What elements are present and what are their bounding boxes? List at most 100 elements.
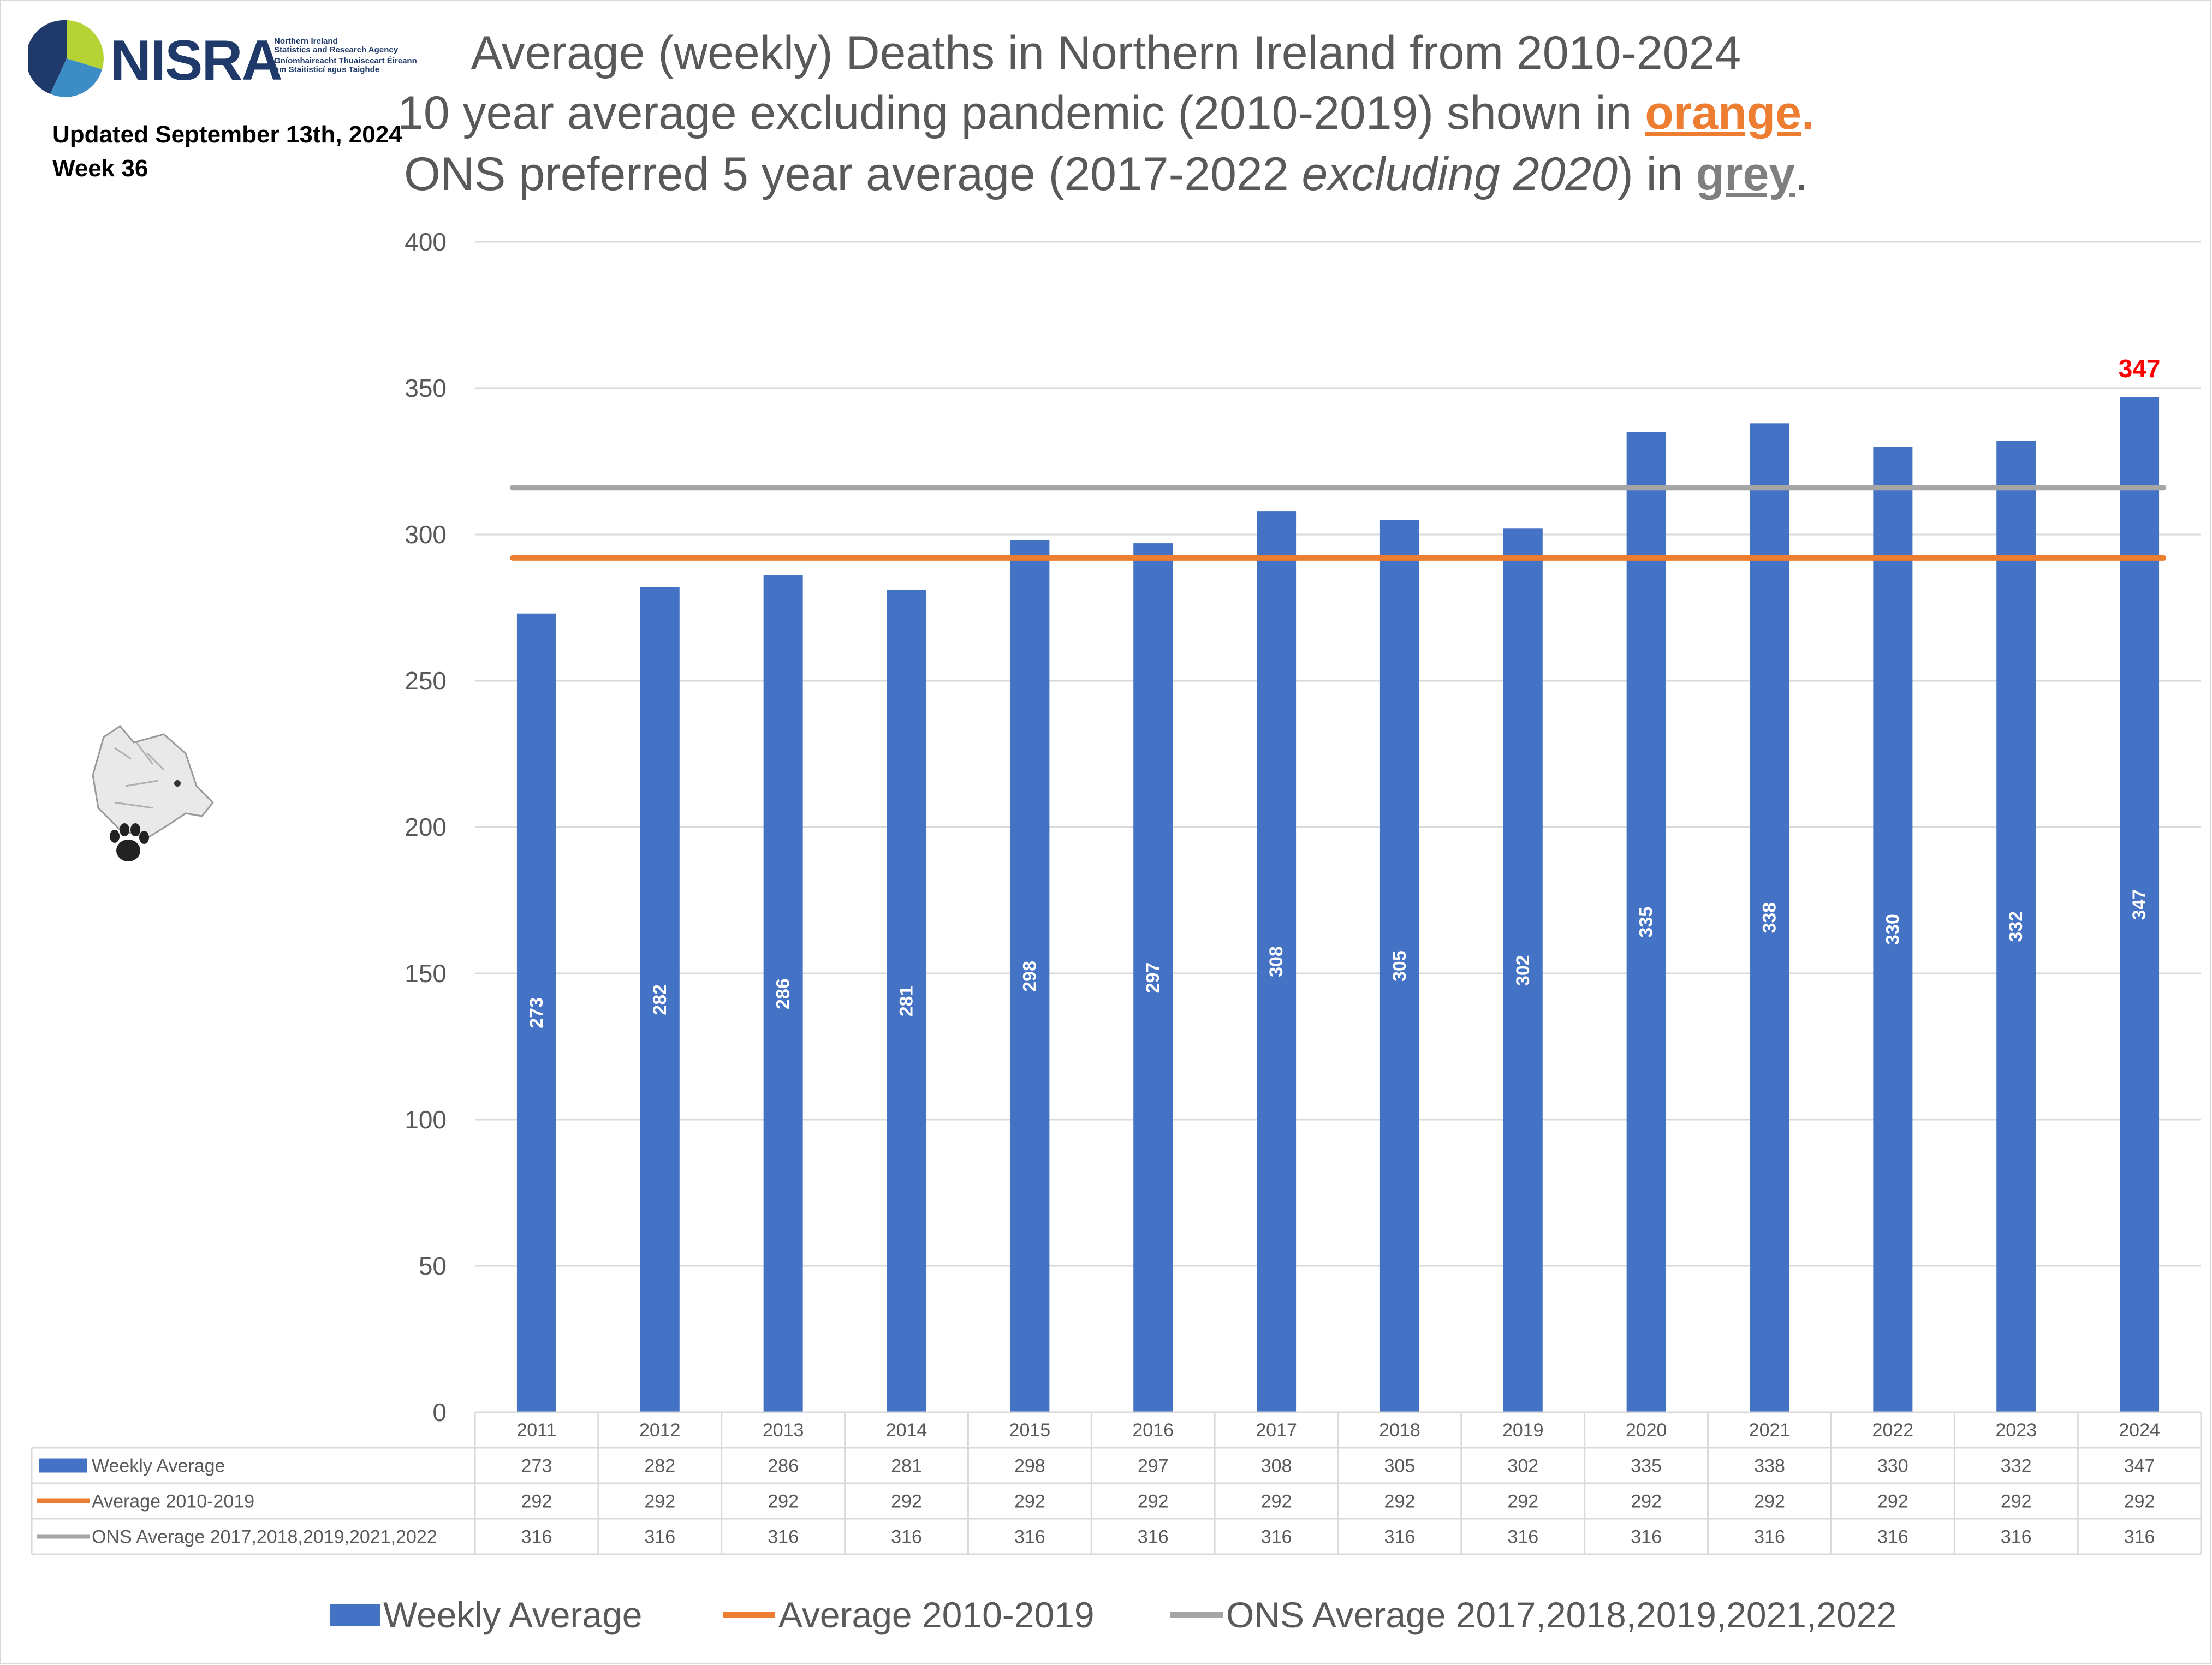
table-series-name: ONS Average 2017,2018,2019,2021,2022: [92, 1527, 437, 1548]
table-cell: 338: [1754, 1456, 1785, 1477]
table-cell: 292: [1014, 1491, 1045, 1512]
table-cell: 316: [521, 1527, 552, 1548]
table-series-name: Average 2010-2019: [92, 1491, 254, 1512]
bar: [763, 575, 803, 1412]
table-cell: 316: [1631, 1527, 1662, 1548]
table-cell: 316: [1754, 1527, 1785, 1548]
x-tick-label: 2013: [763, 1420, 804, 1441]
table-cell: 292: [1138, 1491, 1169, 1512]
table-cell: 292: [891, 1491, 922, 1512]
table-cell: 281: [891, 1456, 922, 1477]
week-label: Week 36: [52, 155, 148, 182]
y-tick-label: 400: [405, 228, 447, 256]
bar-data-label: 330: [1882, 914, 1903, 945]
title-line-3-italic: excluding 2020: [1301, 148, 1618, 200]
y-tick-label: 0: [432, 1398, 447, 1426]
bar: [887, 590, 926, 1412]
y-tick-label: 50: [419, 1252, 447, 1280]
x-tick-label: 2020: [1626, 1420, 1667, 1441]
table-cell: 316: [644, 1527, 675, 1548]
title-line-3-suffix: .: [1795, 148, 1809, 200]
table-cell: 273: [521, 1456, 552, 1477]
bar-data-label: 338: [1759, 902, 1780, 933]
table-cell: 335: [1631, 1456, 1662, 1477]
legend-grey-line-swatch: [1170, 1612, 1223, 1618]
y-tick-label: 250: [405, 667, 447, 695]
table-cell: 347: [2124, 1456, 2155, 1477]
chart-title-line-3: ONS preferred 5 year average (2017-2022 …: [0, 147, 2212, 201]
title-line-1-text: Average (weekly) Deaths in Northern Irel…: [471, 27, 1741, 79]
table-cell: 292: [768, 1491, 799, 1512]
table-cell: 292: [2001, 1491, 2032, 1512]
updated-date: Updated September 13th, 2024: [52, 121, 402, 148]
bar: [516, 613, 556, 1412]
x-tick-label: 2017: [1256, 1420, 1297, 1441]
bar-data-label: 332: [2006, 911, 2026, 942]
table-series-name: Weekly Average: [92, 1456, 225, 1477]
title-grey-highlight: grey: [1696, 148, 1795, 200]
bar-data-label: 308: [1266, 946, 1287, 977]
bar: [1750, 423, 1789, 1412]
wolf-watermark-icon: [92, 725, 215, 861]
table-cell: 292: [521, 1491, 552, 1512]
legend-weekly-average: Weekly Average: [330, 1593, 643, 1637]
table-cell: 308: [1261, 1456, 1292, 1477]
table-cell: 316: [891, 1527, 922, 1548]
bar-data-label: 273: [526, 997, 547, 1028]
table-cell: 316: [1261, 1527, 1292, 1548]
bar: [640, 587, 680, 1412]
chart-title-line-2: 10 year average excluding pandemic (2010…: [0, 86, 2212, 140]
table-cell: 316: [1384, 1527, 1416, 1548]
y-tick-label: 350: [405, 374, 447, 402]
table-cell: 316: [2124, 1527, 2155, 1548]
y-axis: 0 50 100 150 200 250 300 350 400: [405, 228, 447, 1426]
table-cell: 305: [1384, 1456, 1416, 1477]
bar: [1503, 528, 1543, 1412]
table-cell: 316: [2001, 1527, 2032, 1548]
y-tick-label: 300: [405, 520, 447, 549]
table-cell: 292: [1877, 1491, 1908, 1512]
table-cell: 332: [2001, 1456, 2032, 1477]
table-cell: 292: [1384, 1491, 1416, 1512]
table-cell: 330: [1877, 1456, 1908, 1477]
legend-bar-swatch: [330, 1604, 380, 1626]
x-tick-label: 2022: [1872, 1420, 1914, 1441]
y-tick-label: 200: [405, 813, 447, 841]
chart-area: 0 50 100 150 200 250 300 350 400 273 282 286 281 298…: [31, 228, 2202, 1555]
nisra-logo-icon: [26, 20, 104, 97]
chart-title-line-1: Average (weekly) Deaths in Northern Irel…: [0, 26, 2212, 80]
legend-ons-average: ONS Average 2017,2018,2019,2021,2022: [1170, 1593, 1896, 1637]
bar: [1626, 432, 1666, 1412]
highlight-value-label: 347: [2119, 354, 2161, 383]
bar: [1257, 511, 1297, 1412]
table-cell: 292: [1631, 1491, 1662, 1512]
table-cell: 282: [644, 1456, 675, 1477]
table-cell: 298: [1014, 1456, 1045, 1477]
table-cell: 316: [1877, 1527, 1908, 1548]
legend-average-2010-2019-label: Average 2010-2019: [778, 1595, 1095, 1635]
line-series: [509, 485, 2167, 561]
bar-data-label: 297: [1143, 962, 1163, 994]
x-tick-label: 2019: [1502, 1420, 1544, 1441]
table-cell: 292: [1261, 1491, 1292, 1512]
x-tick-label: 2018: [1379, 1420, 1420, 1441]
x-tick-label: 2016: [1132, 1420, 1174, 1441]
legend-orange-line-swatch: [723, 1612, 775, 1618]
logo-sub-3: Gníomhaireacht Thuaisceart Éireann: [274, 56, 417, 66]
title-orange-highlight: orange: [1645, 87, 1802, 139]
title-line-2-prefix: 10 year average excluding pandemic (2010…: [397, 87, 1645, 139]
legend-average-2010-2019: Average 2010-2019: [723, 1593, 1095, 1637]
table-series-swatch: [39, 1458, 87, 1473]
bar-data-label: 335: [1636, 907, 1657, 938]
table-cell: 316: [1507, 1527, 1538, 1548]
x-tick-label: 2015: [1009, 1420, 1051, 1441]
x-tick-label: 2011: [516, 1420, 556, 1441]
bar: [1873, 447, 1913, 1413]
title-line-3-mid: ) in: [1618, 148, 1696, 200]
legend-weekly-average-label: Weekly Average: [383, 1595, 643, 1635]
table-cell: 286: [768, 1456, 799, 1477]
table-cell: 302: [1507, 1456, 1538, 1477]
bar-data-label: 286: [773, 978, 794, 1009]
x-tick-label: 2012: [639, 1420, 681, 1441]
bar: [1379, 520, 1419, 1413]
